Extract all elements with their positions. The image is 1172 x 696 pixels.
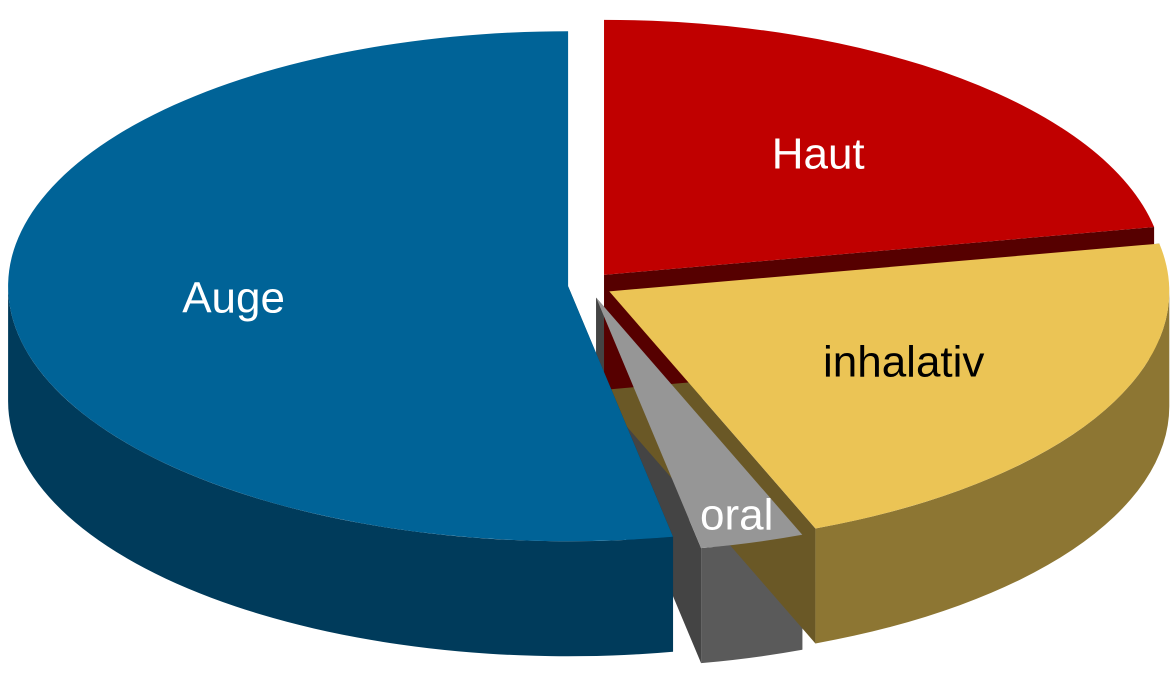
slice-label: inhalativ: [823, 338, 984, 387]
slice-side: [8, 286, 674, 657]
slice-label: oral: [700, 491, 773, 540]
slice: [609, 243, 1170, 529]
slice: [596, 297, 803, 549]
slice-label: Haut: [772, 130, 865, 179]
slice: [604, 19, 1155, 275]
slice: [8, 31, 674, 542]
tops: [8, 19, 1170, 549]
slice-side: [815, 291, 1170, 644]
slice-label: Auge: [182, 273, 285, 322]
